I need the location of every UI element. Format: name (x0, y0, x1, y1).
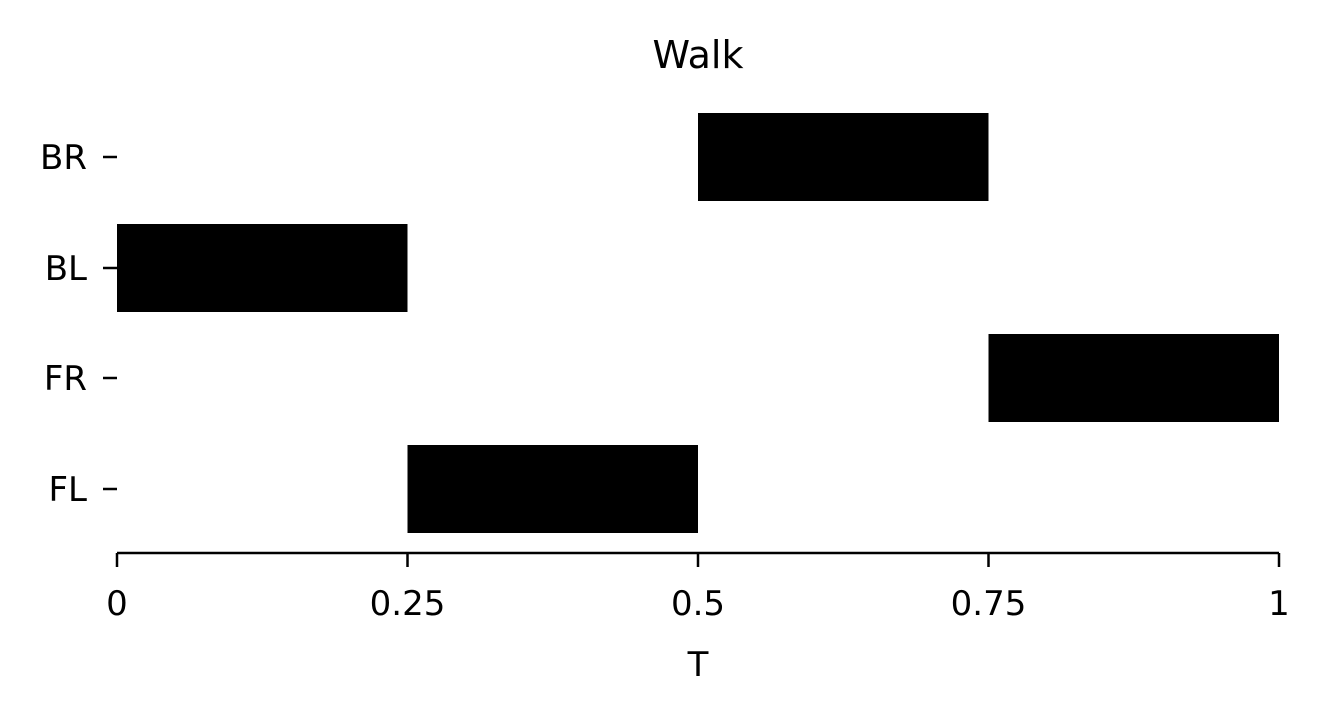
bars-group (117, 113, 1279, 533)
chart-title: Walk (653, 33, 744, 77)
x-tick-label: 0.5 (671, 584, 725, 624)
y-tick-label-fr: FR (44, 359, 87, 399)
y-axis: BR BL FR FL (40, 138, 117, 510)
bar-fl (407, 445, 698, 533)
x-tick-label: 0.75 (951, 584, 1027, 624)
bar-bl (117, 224, 408, 312)
x-tick-label: 0.25 (370, 584, 446, 624)
x-tick-label: 1 (1268, 584, 1290, 624)
x-axis-label: T (687, 645, 709, 685)
y-tick-label-fl: FL (49, 470, 88, 510)
bar-br (698, 113, 989, 201)
x-tick-label: 0 (106, 584, 128, 624)
y-tick-label-br: BR (40, 138, 87, 178)
x-axis: 0 0.25 0.5 0.75 1 (106, 553, 1290, 624)
bar-fr (988, 334, 1279, 422)
y-tick-label-bl: BL (45, 249, 87, 289)
